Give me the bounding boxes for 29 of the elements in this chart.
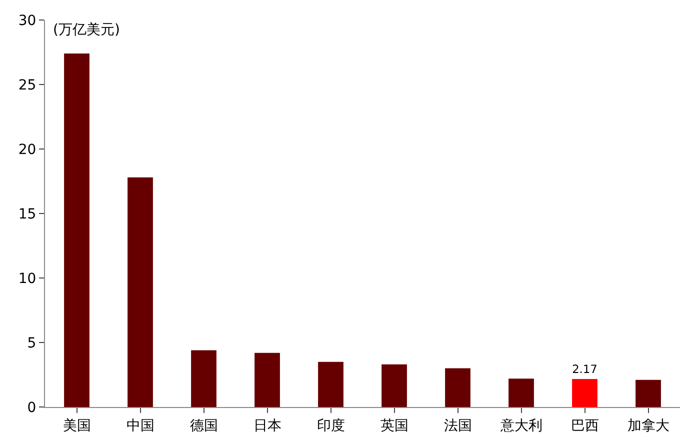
y-tick-label: 15 [18,206,36,222]
bar [191,350,216,407]
bar [445,368,470,407]
bar [636,380,661,407]
bar [64,54,90,407]
data-label: 2.17 [572,362,598,376]
y-tick-label: 20 [18,142,36,158]
bar [508,378,534,407]
bar [572,379,598,407]
x-tick-label: 美国 [62,418,91,434]
x-tick-label: 英国 [380,418,408,434]
bar [382,364,407,407]
x-tick-label: 法国 [444,418,472,434]
bar [318,362,344,407]
x-tick-label: 日本 [253,418,282,434]
x-tick-label: 中国 [126,418,154,434]
y-tick-label: 25 [18,77,36,94]
y-tick-label: 5 [27,335,36,352]
bar [128,177,153,407]
y-tick-label: 10 [18,270,36,287]
y-tick-label: 30 [18,12,36,29]
y-axis-title: (万亿美元) [53,22,120,38]
bar [254,352,280,407]
x-tick-label: 加拿大 [627,418,670,434]
x-tick-label: 巴西 [570,418,599,434]
y-tick-label: 0 [27,400,36,416]
x-tick-label: 印度 [316,418,345,434]
x-tick-label: 意大利 [499,418,542,434]
x-tick-label: 德国 [190,418,218,434]
